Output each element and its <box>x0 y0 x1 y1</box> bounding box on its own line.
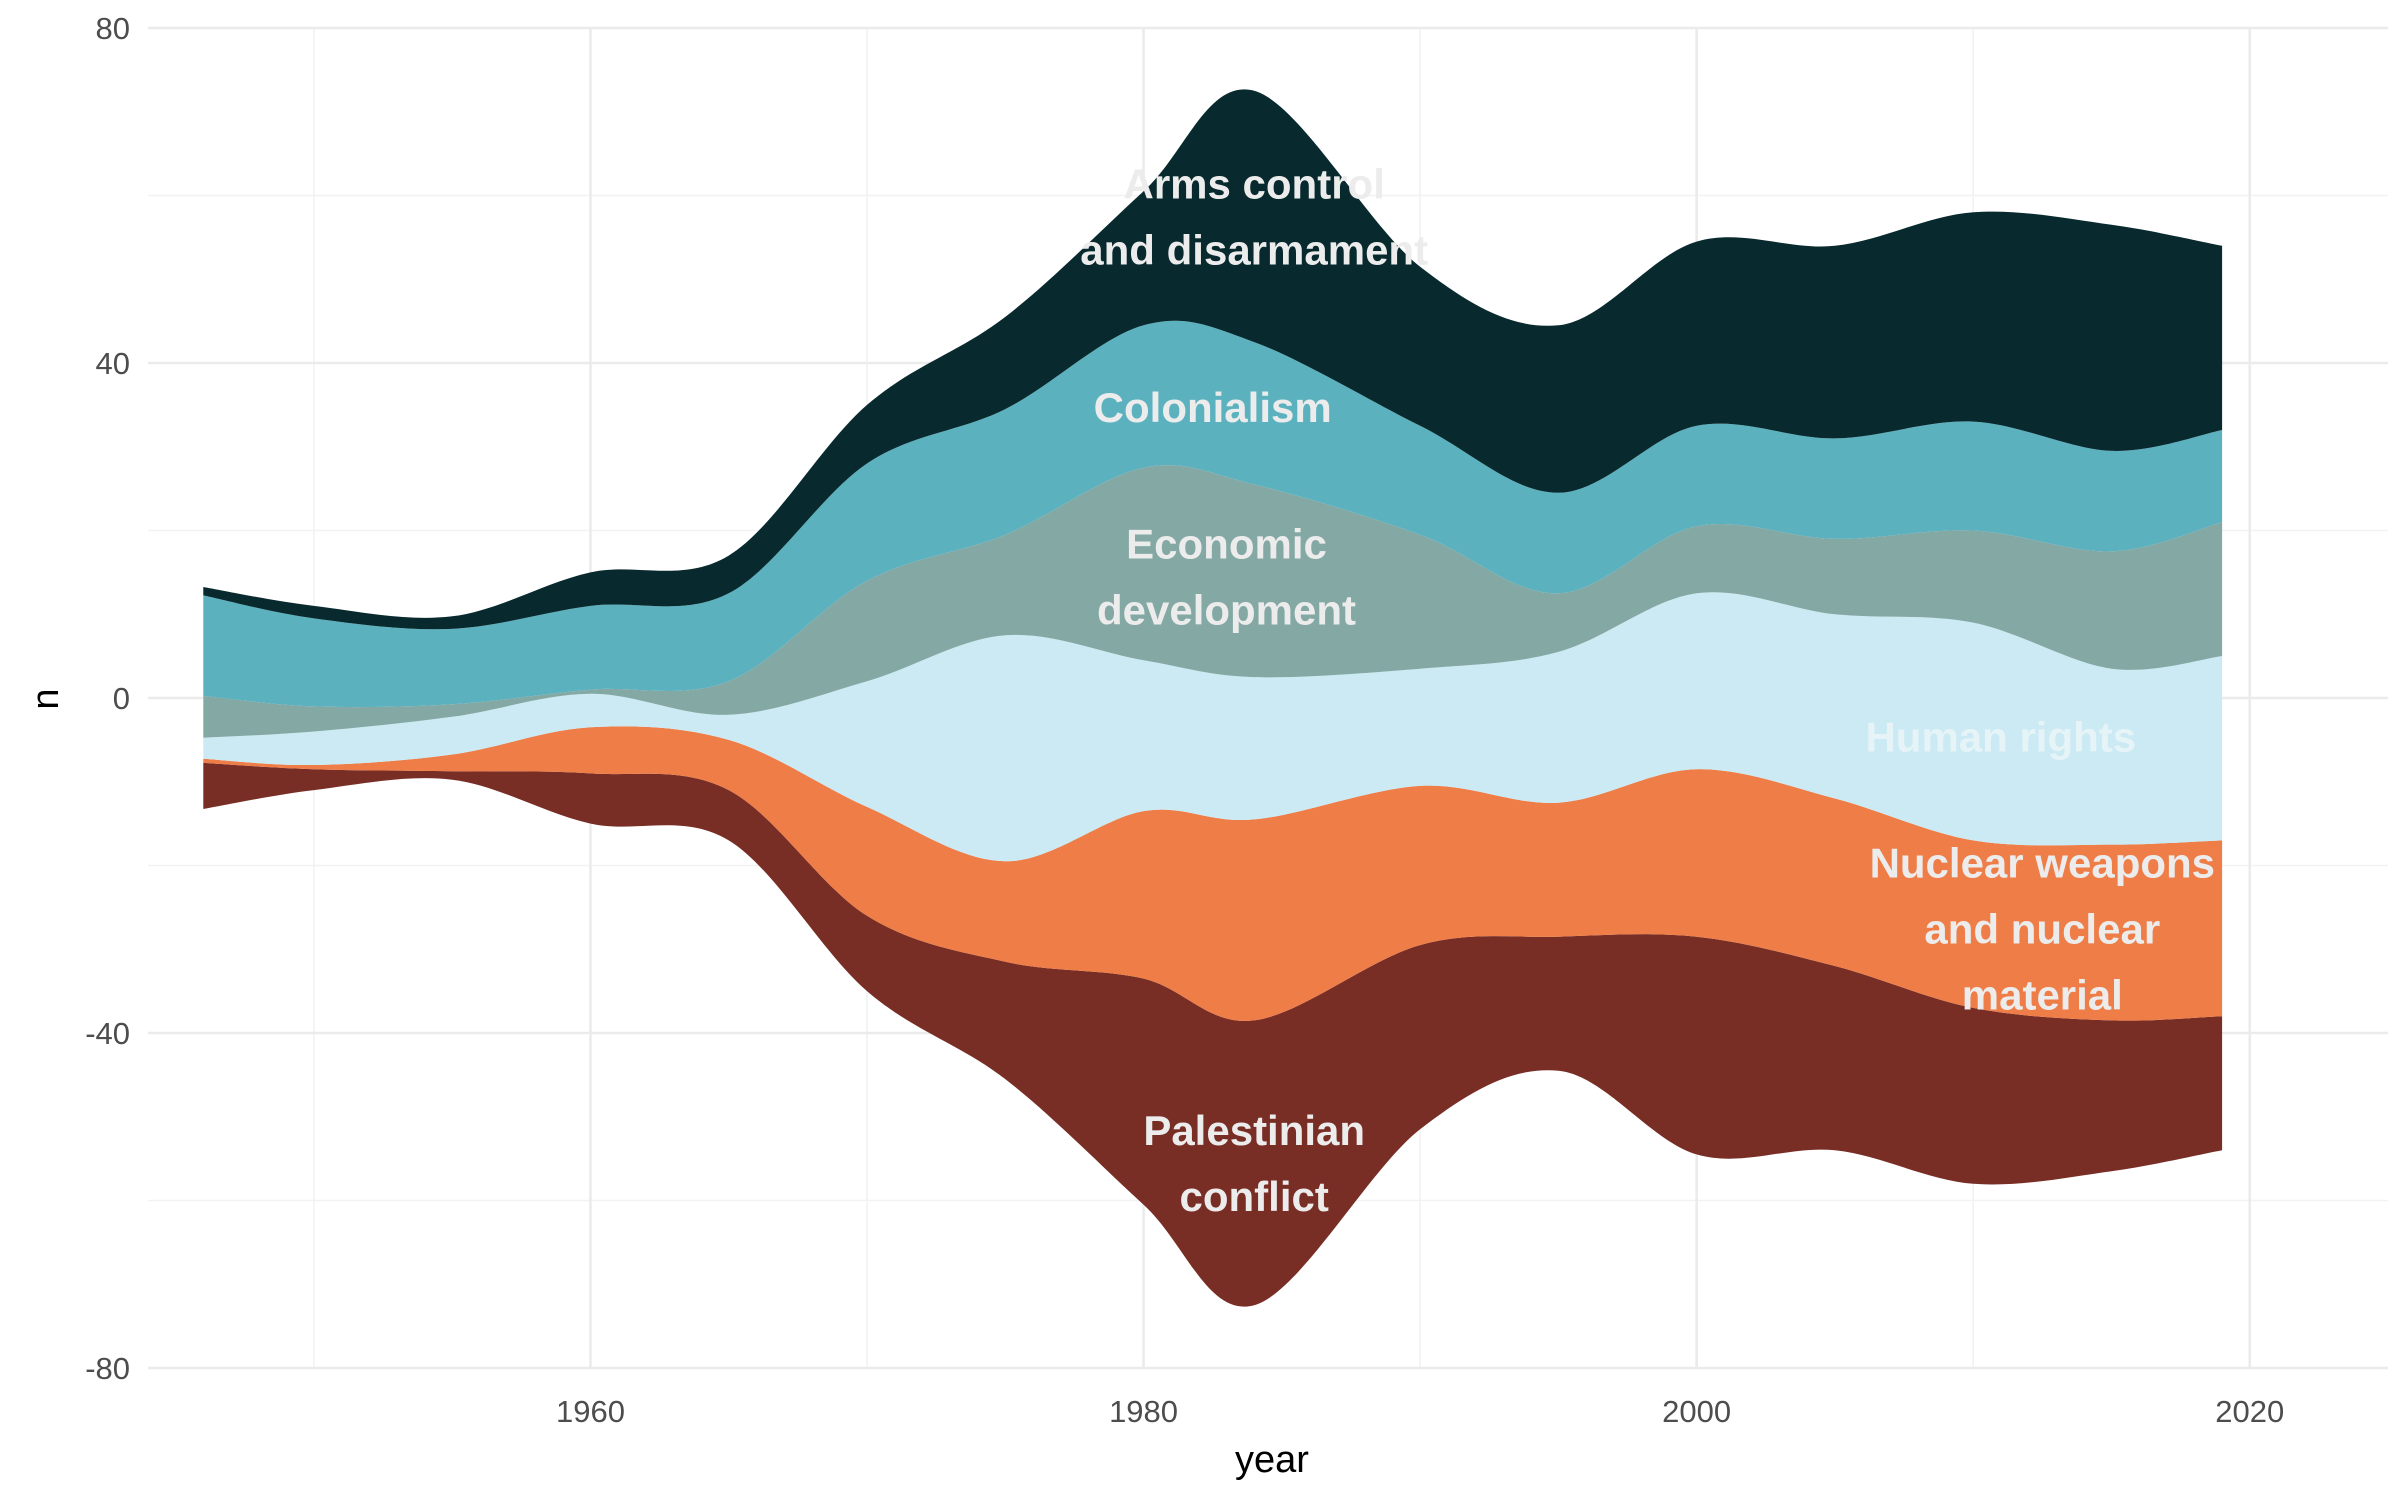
stream-label-line: Palestinian <box>1143 1107 1365 1154</box>
x-axis-title: year <box>1235 1439 1309 1481</box>
x-tick-label: 1960 <box>556 1394 625 1429</box>
x-tick-label: 2000 <box>1662 1394 1731 1429</box>
stream-colonialism <box>203 320 2223 708</box>
stream-layers <box>203 89 2223 1307</box>
stream-economic-development <box>203 465 2223 738</box>
stream-palestinian-conflict <box>203 762 2223 1307</box>
stream-label-line: Nuclear weapons <box>1870 839 2215 886</box>
stream-label-line: Human rights <box>1865 714 2136 761</box>
x-tick-label: 2020 <box>2215 1394 2284 1429</box>
stream-human-rights <box>203 592 2223 862</box>
x-axis-ticks: 1960 1980 2000 2020 <box>556 1394 2284 1429</box>
y-tick-label: -40 <box>85 1016 130 1051</box>
stream-arms-control-and-disarmament <box>203 89 2223 630</box>
stream-label-line: and disarmament <box>1080 226 1428 273</box>
stream-label-line: Economic <box>1126 521 1327 568</box>
stream-nuclear-weapons-and-nuclear-material <box>203 726 2223 1021</box>
y-tick-label: 0 <box>113 681 130 716</box>
stream-label-palestinian-conflict: Palestinian conflict <box>1143 1107 1365 1220</box>
y-axis-ticks: -80 -40 0 40 80 <box>85 11 130 1386</box>
stream-label-colonialism: Colonialism <box>1094 384 1332 431</box>
stream-label-line: development <box>1097 587 1356 634</box>
stream-label-nuclear-weapons-and-nuclear-material: Nuclear weapons and nuclear material <box>1870 839 2215 1018</box>
stream-label-line: Arms control <box>1124 160 1385 207</box>
stream-label-line: Colonialism <box>1094 384 1332 431</box>
stream-label-line: material <box>1962 971 2123 1018</box>
y-tick-label: 40 <box>96 346 130 381</box>
stream-label-line: and nuclear <box>1924 905 2160 952</box>
stream-label-line: conflict <box>1180 1173 1329 1220</box>
stream-label-arms-control-and-disarmament: Arms control and disarmament <box>1080 160 1428 273</box>
stream-label-economic-development: Economic development <box>1097 521 1356 634</box>
x-tick-label: 1980 <box>1109 1394 1178 1429</box>
y-axis-title: n <box>25 688 67 709</box>
y-tick-label: -80 <box>85 1351 130 1386</box>
stream-labels: Palestinian conflict Nuclear weapons and nu… <box>1080 160 2215 1219</box>
stream-label-human-rights: Human rights <box>1865 714 2136 761</box>
y-tick-label: 80 <box>96 11 130 46</box>
